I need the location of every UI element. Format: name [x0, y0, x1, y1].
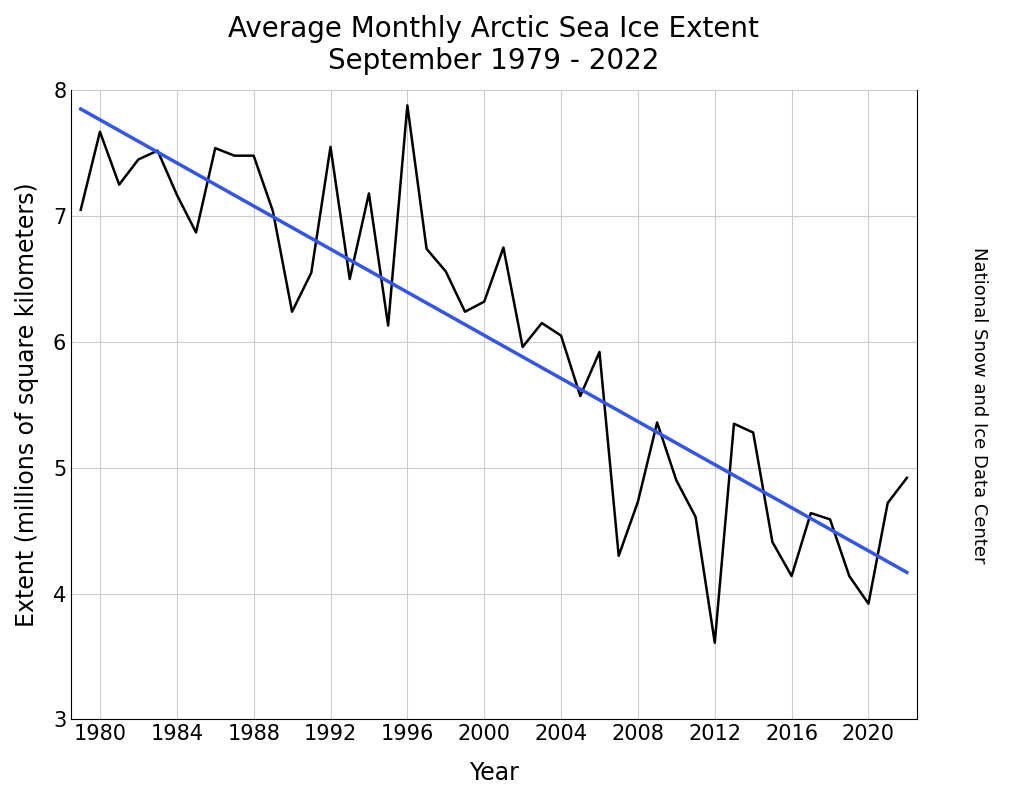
Text: National Snow and Ice Data Center: National Snow and Ice Data Center: [970, 246, 987, 563]
Title: Average Monthly Arctic Sea Ice Extent
September 1979 - 2022: Average Monthly Arctic Sea Ice Extent Se…: [229, 15, 760, 75]
X-axis label: Year: Year: [469, 761, 519, 785]
Y-axis label: Extent (millions of square kilometers): Extent (millions of square kilometers): [14, 182, 39, 627]
